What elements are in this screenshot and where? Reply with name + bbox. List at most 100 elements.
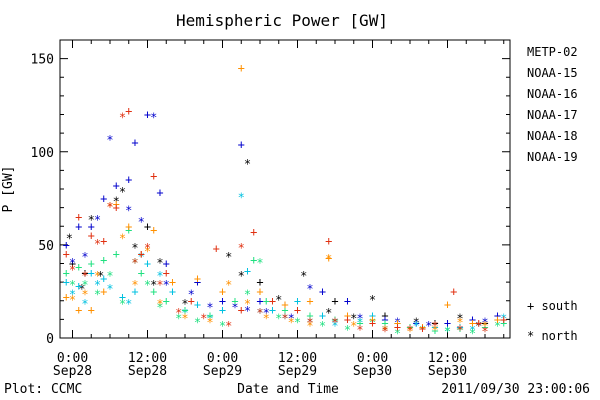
north-marker: * — [238, 241, 245, 255]
north-marker: * — [419, 323, 426, 337]
south-marker: + — [138, 247, 145, 261]
south-marker: + — [250, 225, 257, 239]
south-marker: + — [494, 312, 501, 326]
south-marker: + — [75, 279, 82, 293]
x-tick-date-label: Sep29 — [203, 364, 242, 379]
x-tick-date-label: Sep28 — [53, 364, 92, 379]
north-marker: * — [206, 315, 213, 329]
south-marker: + — [294, 294, 301, 308]
north-marker: * — [275, 312, 282, 326]
x-tick-date-label: Sep28 — [128, 364, 167, 379]
south-marker: + — [169, 284, 176, 298]
north-marker: * — [94, 287, 101, 301]
south-marker: + — [256, 294, 263, 308]
x-tick-date-label: Sep30 — [353, 364, 392, 379]
north-marker: * — [456, 315, 463, 329]
north-marker: * — [81, 297, 88, 311]
north-marker: * — [231, 300, 238, 314]
north-marker: * — [444, 325, 451, 339]
north-marker: * — [219, 319, 226, 333]
south-marker: + — [194, 297, 201, 311]
south-marker: + — [188, 294, 195, 308]
north-marker: * — [175, 312, 182, 326]
north-marker: * — [119, 232, 126, 246]
x-tick-time-label: 0:00 — [357, 351, 388, 366]
south-marker: + — [481, 320, 488, 334]
south-marker: + — [206, 309, 213, 323]
south-marker: + — [100, 271, 107, 285]
south-marker: + — [163, 294, 170, 308]
north-marker: * — [456, 323, 463, 337]
north-marker: * — [69, 293, 76, 307]
north-marker: * — [81, 250, 88, 264]
south-marker: + — [150, 223, 157, 237]
south-marker: + — [325, 234, 332, 248]
south-marker: + — [125, 223, 132, 237]
south-marker: + — [156, 186, 163, 200]
south-marker: + — [413, 316, 420, 330]
north-marker: * — [113, 194, 120, 208]
south-marker: + — [63, 247, 70, 261]
north-marker: * — [69, 278, 76, 292]
south-marker: + — [238, 61, 245, 75]
south-marker: + — [469, 316, 476, 330]
south-marker: + — [344, 309, 351, 323]
south-marker: + — [81, 266, 88, 280]
north-marker: * — [81, 269, 88, 283]
north-marker: * — [356, 323, 363, 337]
south-marker: + — [469, 312, 476, 326]
north-marker: * — [431, 323, 438, 337]
north-marker: * — [69, 256, 76, 270]
north-marker: * — [306, 319, 313, 333]
south-marker: + — [419, 322, 426, 336]
south-marker: + — [144, 257, 151, 271]
south-marker: + — [269, 303, 276, 317]
north-marker: * — [256, 256, 263, 270]
legend-entry: NOAA-16 — [527, 87, 578, 101]
north-marker: * — [394, 327, 401, 341]
south-marker: + — [306, 309, 313, 323]
south-marker: + — [494, 309, 501, 323]
south-marker: + — [100, 191, 107, 205]
north-marker: * — [263, 306, 270, 320]
south-marker: + — [244, 264, 251, 278]
south-marker: + — [306, 294, 313, 308]
south-marker: + — [75, 260, 82, 274]
north-marker: * — [356, 315, 363, 329]
south-marker: + — [194, 275, 201, 289]
south-marker: + — [194, 275, 201, 289]
north-marker: * — [381, 325, 388, 339]
north-marker: * — [181, 297, 188, 311]
north-marker: * — [106, 282, 113, 296]
south-marker: + — [431, 316, 438, 330]
north-marker: * — [78, 282, 85, 296]
south-marker: + — [219, 303, 226, 317]
north-marker: * — [288, 312, 295, 326]
north-marker: * — [125, 204, 132, 218]
chart-title: Hemispheric Power [GW] — [176, 11, 388, 30]
north-marker: * — [131, 241, 138, 255]
north-marker: * — [319, 319, 326, 333]
south-marker: + — [100, 284, 107, 298]
x-axis-ticks: 0:00Sep2812:00Sep280:00Sep2912:00Sep290:… — [53, 40, 505, 379]
south-marker: + — [269, 294, 276, 308]
x-tick-time-label: 0:00 — [207, 351, 238, 366]
legend-entry: METP-02 — [527, 45, 578, 59]
north-marker: * — [88, 213, 95, 227]
south-marker: + — [113, 201, 120, 215]
marker-legend: + south * north — [527, 299, 578, 343]
south-marker: + — [63, 290, 70, 304]
north-marker: * — [381, 323, 388, 337]
north-marker: * — [369, 315, 376, 329]
marker-legend-entry: * north — [527, 329, 578, 343]
north-marker: * — [144, 278, 151, 292]
north-marker: * — [238, 269, 245, 283]
legend-entry: NOAA-19 — [527, 150, 578, 164]
north-marker: * — [306, 282, 313, 296]
north-marker: * — [119, 185, 126, 199]
north-marker: * — [275, 293, 282, 307]
north-marker: * — [138, 250, 145, 264]
north-marker: * — [156, 300, 163, 314]
north-marker: * — [225, 278, 232, 292]
north-marker: * — [119, 297, 126, 311]
